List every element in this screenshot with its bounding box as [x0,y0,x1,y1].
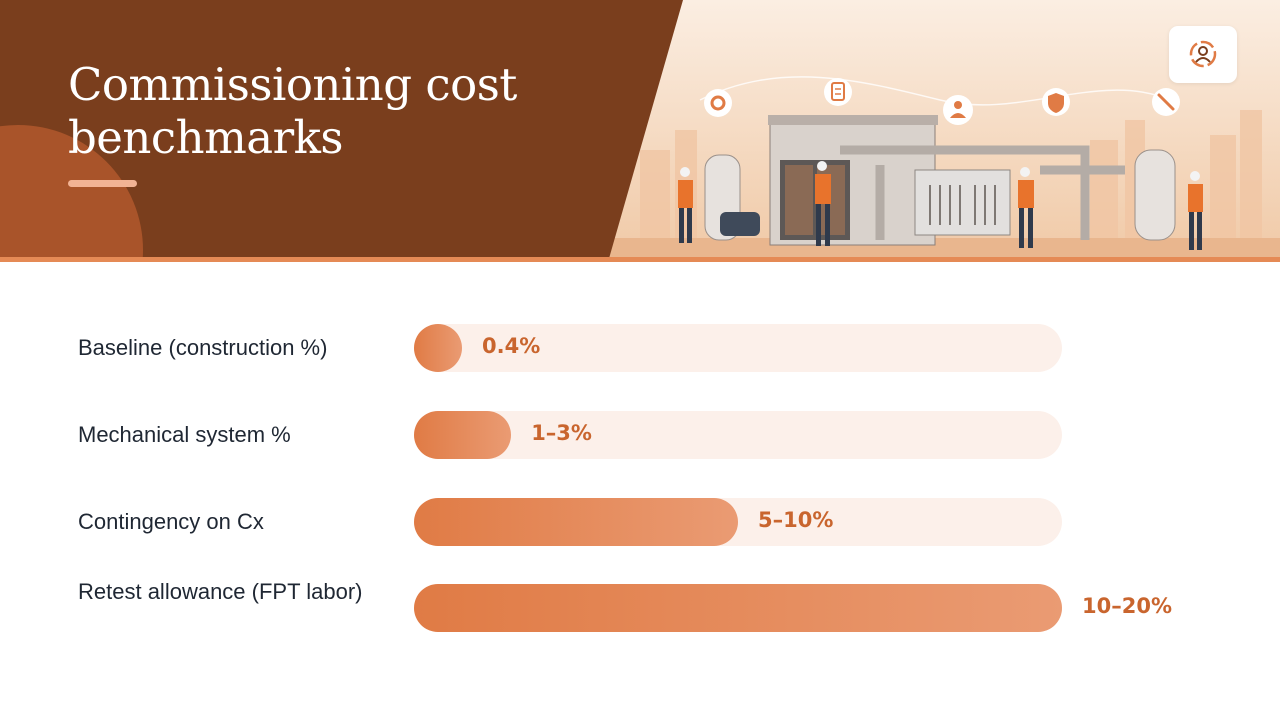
category-label: Baseline (construction %) [78,335,328,360]
title-underline [68,180,137,187]
person-icon [943,95,973,125]
logo-icon [1189,40,1217,68]
category-label: Mechanical system % [78,422,291,447]
bar-value-label: 1–3% [531,421,592,445]
category-label: Retest allowance (FPT labor) [78,579,363,604]
bar-track [414,498,1062,546]
bar [414,324,462,372]
page-title: Commissioning cost benchmarks [68,58,517,164]
bar-value-label: 10–20% [1082,594,1172,618]
clipboard-icon [824,78,852,106]
wrench-icon [1152,88,1180,116]
bar [414,411,512,459]
logo-badge [1169,26,1237,83]
category-label: Contingency on Cx [78,509,264,534]
bar [414,498,738,546]
header-banner: Commissioning cost benchmarks [0,0,1280,262]
gear-icon [704,89,732,117]
bar-value-label: 0.4% [482,334,541,358]
benchmark-bar-chart: Baseline (construction %) 0.4% Mechanical … [0,262,1280,720]
bar-value-label: 5–10% [758,508,834,532]
bar-track [414,411,1062,459]
bar [414,584,1062,632]
bar-track [414,584,1062,632]
title-panel [0,0,683,262]
shield-icon [1042,88,1070,116]
worker-figures [678,161,1203,250]
bar-track [414,324,1062,372]
header-accent-line [0,257,1280,262]
